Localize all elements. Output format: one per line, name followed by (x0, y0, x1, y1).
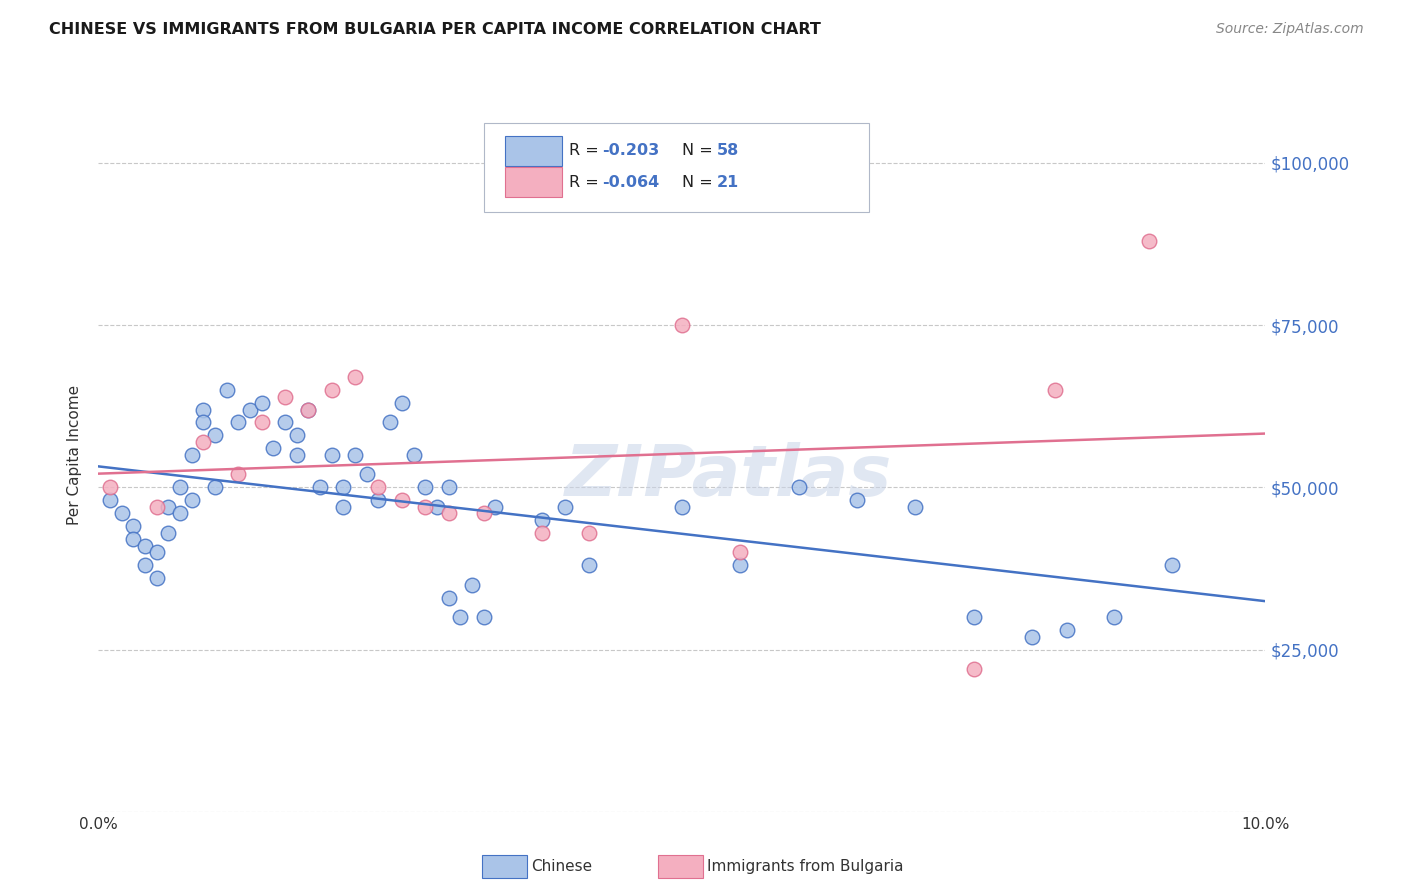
Point (962, 662, 984, 676)
Point (146, 545, 169, 559)
Point (413, 500, 436, 514)
Text: N =: N = (682, 143, 718, 158)
Text: -0.203: -0.203 (603, 143, 659, 158)
Text: Source: ZipAtlas.com: Source: ZipAtlas.com (1216, 22, 1364, 37)
Point (413, 480, 436, 494)
Point (321, 448, 343, 462)
FancyBboxPatch shape (505, 136, 562, 166)
Point (239, 402, 262, 417)
Point (321, 383, 343, 397)
Point (472, 506, 495, 520)
Point (426, 500, 449, 514)
Point (730, 545, 752, 559)
Point (461, 577, 484, 591)
Point (228, 416, 250, 430)
Point (356, 467, 378, 482)
Point (134, 558, 156, 573)
Text: ZIPatlas: ZIPatlas (565, 442, 893, 511)
Point (437, 506, 460, 520)
Point (578, 558, 600, 573)
Point (250, 416, 273, 430)
Point (962, 610, 984, 624)
Point (1102, 610, 1125, 624)
Point (1045, 383, 1067, 397)
Point (111, 506, 134, 520)
Point (157, 525, 180, 540)
Point (146, 571, 169, 585)
Point (344, 448, 367, 462)
Point (846, 493, 869, 508)
FancyBboxPatch shape (505, 168, 562, 197)
Point (122, 519, 145, 533)
Point (228, 467, 250, 482)
Point (98, 480, 121, 494)
Point (193, 416, 215, 430)
Point (530, 513, 553, 527)
Point (274, 416, 297, 430)
Point (309, 480, 332, 494)
Point (1021, 630, 1043, 644)
Text: Chinese: Chinese (531, 859, 592, 873)
Point (380, 416, 402, 430)
Point (437, 480, 460, 494)
Point (169, 506, 191, 520)
Point (193, 402, 215, 417)
Point (1161, 558, 1184, 573)
Text: 58: 58 (717, 143, 740, 158)
Point (1137, 234, 1160, 248)
Point (530, 525, 553, 540)
Point (1056, 623, 1078, 637)
Point (157, 500, 180, 514)
Point (332, 480, 354, 494)
Point (193, 434, 215, 449)
Point (671, 318, 693, 333)
Point (484, 500, 506, 514)
Text: 21: 21 (717, 175, 740, 190)
Point (391, 493, 413, 508)
Point (578, 525, 600, 540)
Point (250, 396, 273, 410)
Point (787, 480, 810, 494)
Text: Immigrants from Bulgaria: Immigrants from Bulgaria (707, 859, 904, 873)
Point (554, 500, 576, 514)
Point (367, 493, 389, 508)
Point (98, 493, 121, 508)
Point (437, 591, 460, 605)
Point (122, 533, 145, 547)
Point (169, 480, 191, 494)
Point (274, 390, 297, 404)
Point (402, 448, 425, 462)
Text: N =: N = (682, 175, 718, 190)
Point (262, 442, 284, 456)
Point (180, 448, 202, 462)
Point (204, 480, 226, 494)
Point (180, 493, 202, 508)
Point (344, 370, 367, 384)
Point (297, 402, 319, 417)
Text: -0.064: -0.064 (603, 175, 659, 190)
FancyBboxPatch shape (484, 123, 869, 212)
Text: R =: R = (568, 143, 603, 158)
Point (904, 500, 927, 514)
Point (146, 500, 169, 514)
Point (285, 428, 308, 442)
Text: R =: R = (568, 175, 603, 190)
Point (285, 448, 308, 462)
Point (215, 383, 238, 397)
Point (449, 610, 471, 624)
Point (730, 558, 752, 573)
Point (472, 610, 495, 624)
Point (671, 500, 693, 514)
Point (204, 428, 226, 442)
Point (134, 539, 156, 553)
Point (297, 402, 319, 417)
Y-axis label: Per Capita Income: Per Capita Income (67, 384, 83, 525)
Point (391, 396, 413, 410)
Text: CHINESE VS IMMIGRANTS FROM BULGARIA PER CAPITA INCOME CORRELATION CHART: CHINESE VS IMMIGRANTS FROM BULGARIA PER … (49, 22, 821, 37)
Point (332, 500, 354, 514)
Point (367, 480, 389, 494)
